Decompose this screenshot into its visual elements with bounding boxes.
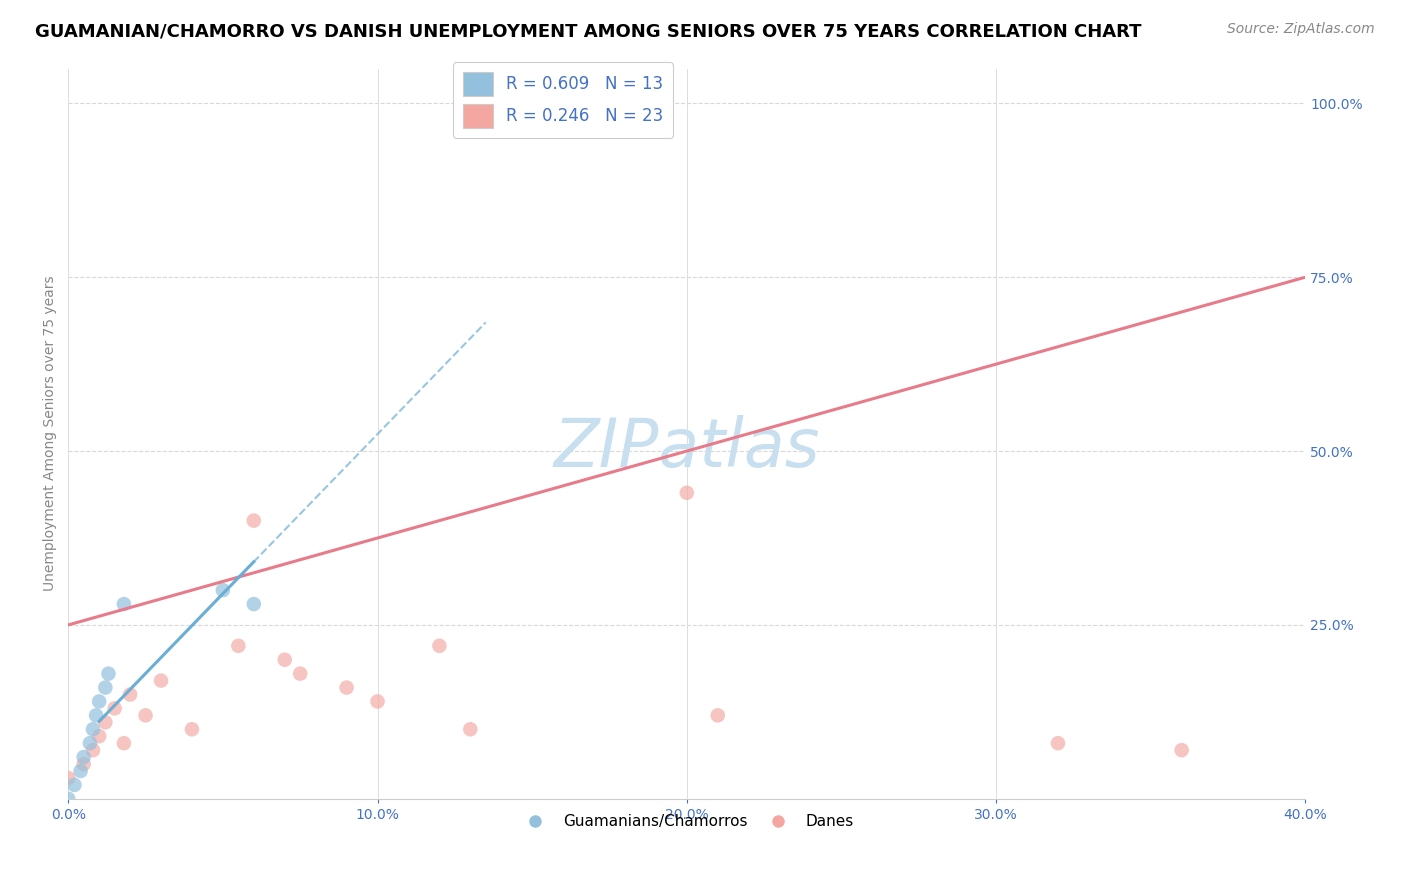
Text: ZIPatlas: ZIPatlas <box>554 416 820 482</box>
Point <box>243 514 266 528</box>
Point <box>112 736 135 750</box>
Point <box>212 583 235 598</box>
Point <box>69 764 91 778</box>
Point <box>58 792 80 806</box>
Point <box>243 597 266 611</box>
Point <box>120 688 142 702</box>
Text: GUAMANIAN/CHAMORRO VS DANISH UNEMPLOYMENT AMONG SENIORS OVER 75 YEARS CORRELATIO: GUAMANIAN/CHAMORRO VS DANISH UNEMPLOYMEN… <box>35 22 1142 40</box>
Point <box>228 639 250 653</box>
Text: Source: ZipAtlas.com: Source: ZipAtlas.com <box>1227 22 1375 37</box>
Point <box>63 778 86 792</box>
Point <box>73 750 96 764</box>
Point <box>84 708 107 723</box>
Point <box>112 597 135 611</box>
Point <box>1170 743 1192 757</box>
Legend: Guamanians/Chamorros, Danes: Guamanians/Chamorros, Danes <box>515 808 859 835</box>
Point <box>79 736 101 750</box>
Point <box>104 701 127 715</box>
Point <box>274 653 297 667</box>
Point <box>1046 736 1069 750</box>
Point <box>94 715 117 730</box>
Point <box>290 666 312 681</box>
Point <box>429 639 451 653</box>
Point <box>706 708 728 723</box>
Point <box>150 673 173 688</box>
Point <box>97 666 120 681</box>
Point <box>82 743 104 757</box>
Point <box>181 723 204 737</box>
Point <box>58 771 80 785</box>
Point <box>336 681 359 695</box>
Point <box>82 723 104 737</box>
Point <box>460 723 482 737</box>
Point <box>135 708 157 723</box>
Point <box>89 729 111 743</box>
Point <box>675 485 697 500</box>
Point <box>94 681 117 695</box>
Point <box>73 757 96 772</box>
Y-axis label: Unemployment Among Seniors over 75 years: Unemployment Among Seniors over 75 years <box>44 276 58 591</box>
Point <box>367 694 389 708</box>
Point <box>89 694 111 708</box>
